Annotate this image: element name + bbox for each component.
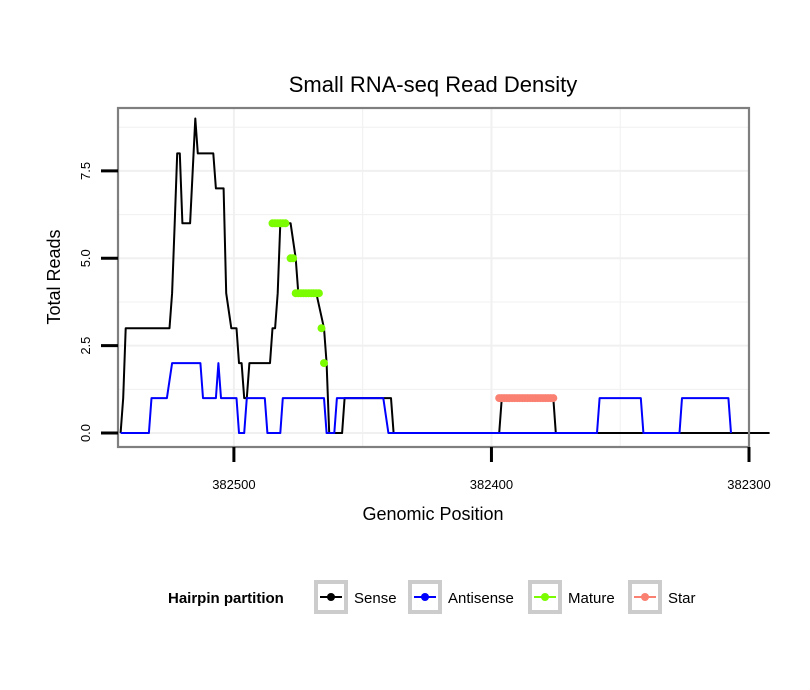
series-star	[495, 394, 558, 403]
data-point-mature	[320, 359, 328, 368]
series-sense	[119, 117, 770, 434]
legend-key-dot	[421, 593, 429, 601]
data-point-mature	[314, 289, 323, 298]
legend-label: Sense	[354, 590, 397, 607]
x-tick-label: 382500	[212, 477, 255, 492]
y-tick-label: 5.0	[78, 249, 93, 267]
plot-area	[116, 106, 770, 449]
data-point-mature	[281, 219, 290, 228]
plot-border	[116, 106, 751, 449]
chart-title: Small RNA-seq Read Density	[289, 72, 578, 97]
legend-item-mature: Mature	[528, 580, 615, 614]
data-point-mature	[317, 324, 326, 333]
legend-title: Hairpin partition	[168, 590, 284, 607]
legend-item-antisense: Antisense	[408, 580, 514, 614]
legend-key-dot	[541, 593, 549, 601]
legend-key-dot	[327, 593, 335, 601]
x-axis: 382500 382400 382300	[212, 447, 771, 492]
legend-key-dot	[641, 593, 649, 601]
series-mature	[268, 219, 328, 368]
y-axis: 0.0 2.5 5.0 7.5	[78, 162, 118, 442]
legend-label: Star	[668, 590, 696, 607]
legend-label: Mature	[568, 590, 615, 607]
data-series	[119, 117, 770, 434]
x-tick-label: 382300	[727, 477, 770, 492]
legend-item-star: Star	[628, 580, 696, 614]
legend: Hairpin partition Sense Antisense Mature St…	[168, 580, 696, 614]
plot-background	[118, 108, 749, 447]
series-antisense	[120, 362, 732, 434]
y-axis-title: Total Reads	[44, 229, 64, 324]
legend-item-sense: Sense	[314, 580, 397, 614]
y-tick-label: 7.5	[78, 162, 93, 180]
series-line-sense	[119, 117, 770, 434]
x-axis-title: Genomic Position	[362, 504, 503, 524]
data-point-mature	[289, 254, 298, 263]
series-line-antisense	[120, 362, 732, 434]
data-point-star	[549, 394, 558, 403]
y-tick-label: 0.0	[78, 424, 93, 442]
legend-label: Antisense	[448, 590, 514, 607]
y-tick-label: 2.5	[78, 337, 93, 355]
x-tick-label: 382400	[470, 477, 513, 492]
